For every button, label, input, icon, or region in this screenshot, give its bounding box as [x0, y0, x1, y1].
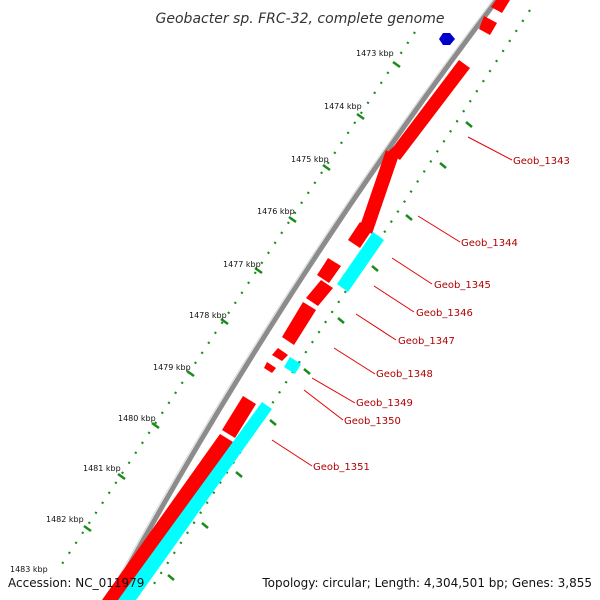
kbp-label: 1480 kbp [118, 414, 156, 423]
leader-line [271, 439, 313, 467]
kbp-tick-mark [392, 60, 401, 69]
reverse-gene-geob-1345 [337, 232, 384, 292]
forward-gene [491, 0, 510, 13]
forward-genes [102, 60, 470, 600]
gene-labels: Geob_1343 Geob_1344 Geob_1345 Geob_1346 … [313, 156, 570, 473]
gene-label: Geob_1350 [344, 416, 401, 427]
leader-line [333, 347, 376, 375]
forward-gene-geob-1350 [222, 396, 256, 438]
forward-gene-geob-1351 [102, 434, 233, 600]
genome-backbone-highlight [105, 0, 494, 600]
kbp-tick-mark [151, 421, 160, 430]
kbp-label: 1481 kbp [83, 464, 121, 473]
forward-gene-geob-1349 [264, 362, 276, 373]
gene-label: Geob_1345 [434, 280, 491, 291]
gc-dot-track-outer [57, 31, 416, 571]
kbp-label: 1477 kbp [223, 260, 261, 269]
genome-title: Geobacter sp. FRC-32, complete genome [156, 11, 445, 27]
leader-line [311, 377, 356, 404]
kbp-label: 1475 kbp [291, 155, 329, 164]
kbp-label: 1478 kbp [189, 311, 227, 320]
gene-label: Geob_1351 [313, 462, 370, 473]
genome-backbone [107, 0, 499, 600]
accession-text: Accession: NC_011979 [8, 576, 144, 590]
forward-gene [479, 16, 497, 35]
kbp-tick-mark [356, 112, 365, 121]
forward-gene-segment [360, 150, 398, 234]
leader-line [467, 136, 513, 161]
forward-gene-geob-1344 [348, 222, 372, 248]
gene-label: Geob_1343 [513, 156, 570, 167]
reverse-gene-geob-1349 [284, 357, 301, 374]
reverse-genes [118, 232, 384, 600]
forward-gene-geob-1347b [282, 302, 316, 345]
inner-ticks [167, 121, 473, 581]
label-leader-lines [271, 136, 513, 467]
leader-line [355, 313, 397, 341]
gene-label: Geob_1346 [416, 308, 473, 319]
kbp-label: 1473 kbp [356, 49, 394, 58]
leader-line [303, 389, 344, 421]
forward-gene-geob-1347 [306, 280, 333, 306]
kbp-ticks [83, 60, 401, 533]
gene-label: Geob_1344 [461, 238, 518, 249]
kbp-tick-mark [83, 524, 92, 533]
kbp-label: 1482 kbp [46, 515, 84, 524]
forward-gene-geob-1348 [272, 348, 288, 361]
gene-label: Geob_1348 [376, 369, 433, 380]
leader-line [373, 285, 415, 313]
kbp-tick-mark [322, 163, 331, 172]
leader-line [391, 257, 433, 285]
forward-gene-geob-1346 [317, 258, 341, 283]
kbp-labels: 1473 kbp 1474 kbp 1475 kbp 1476 kbp 1477… [10, 49, 394, 574]
topology-text: Topology: circular; Length: 4,304,501 bp… [261, 576, 592, 590]
leader-line [417, 215, 461, 243]
blue-feature-marker [439, 33, 455, 45]
gene-label: Geob_1347 [398, 336, 455, 347]
kbp-label: 1474 kbp [324, 102, 362, 111]
kbp-label: 1479 kbp [153, 363, 191, 372]
reverse-gene-geob-1351 [118, 402, 272, 600]
kbp-tick-mark [186, 369, 195, 378]
kbp-tick-mark [220, 317, 229, 326]
gene-label: Geob_1349 [356, 398, 413, 409]
kbp-tick-mark [254, 266, 263, 275]
gc-dot-track-inner [149, 9, 531, 591]
kbp-label: 1476 kbp [257, 207, 295, 216]
kbp-tick-mark [288, 215, 297, 224]
kbp-tick-mark [117, 472, 126, 481]
forward-gene-geob-1343 [388, 60, 470, 160]
kbp-label: 1483 kbp [10, 565, 48, 574]
